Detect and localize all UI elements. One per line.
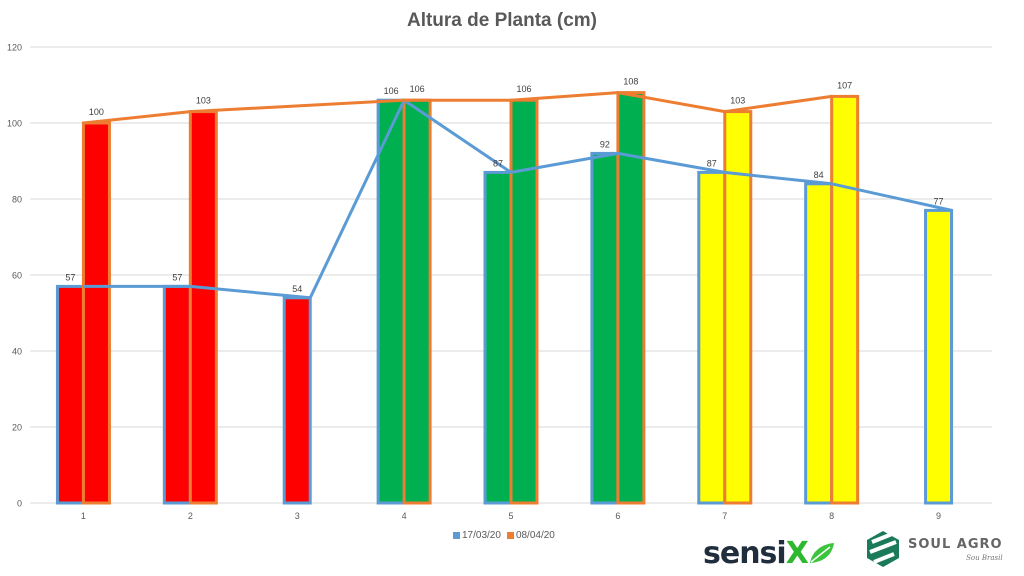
y-tick-label: 0 [17, 499, 22, 509]
bar-series-1 [590, 151, 620, 505]
bar-series-1 [162, 284, 192, 505]
soul-agro-emblem-icon [867, 531, 899, 567]
data-label-series-1: 57 [65, 272, 75, 282]
x-tick-label: 9 [936, 511, 941, 521]
bar-series-2 [81, 121, 111, 505]
line-08/04/20 [83, 91, 832, 125]
data-label-series-1: 54 [292, 284, 302, 294]
legend-item-series-2: 08/04/20 [506, 530, 555, 541]
bar-series-1 [483, 170, 513, 505]
y-tick-label: 100 [7, 119, 22, 129]
bar-series-2 [509, 98, 539, 505]
bar-series-2 [402, 98, 432, 505]
x-tick-label: 2 [188, 511, 193, 521]
legend-label: 08/04/20 [515, 530, 555, 541]
data-label-series-2: 107 [837, 80, 852, 90]
legend-label: 17/03/20 [462, 530, 501, 541]
bar-series-1 [55, 284, 85, 505]
data-label-series-1: 77 [934, 196, 944, 206]
y-tick-label: 60 [12, 271, 22, 281]
line-17/03/20 [83, 98, 952, 300]
legend-swatch-blue [453, 532, 460, 539]
legend-swatch-orange [506, 532, 514, 539]
x-tick-label: 1 [81, 511, 86, 521]
data-label-series-2: 103 [196, 96, 211, 106]
x-tick-label: 4 [402, 511, 407, 521]
sensix-wordmark: sensiX [703, 535, 809, 571]
bar-series-1 [924, 208, 954, 505]
bar-series-1 [282, 296, 312, 505]
sensix-logo: sensiX [703, 535, 836, 571]
data-label-series-2: 106 [410, 84, 425, 94]
data-label-series-2: 106 [516, 84, 531, 94]
bar-series-2 [830, 94, 860, 505]
x-tick-label: 8 [829, 511, 834, 521]
y-tick-label: 40 [12, 347, 22, 357]
x-tick-label: 6 [615, 511, 620, 521]
x-tick-label: 7 [722, 511, 727, 521]
data-label-series-1: 106 [384, 86, 399, 96]
chart-title: Altura de Planta (cm) [406, 10, 598, 31]
data-label-series-1: 87 [493, 158, 503, 168]
data-label-series-1: 57 [172, 272, 182, 282]
soul-agro-wordmark: SOUL AGRO [908, 536, 1003, 552]
data-label-series-2: 103 [730, 96, 745, 106]
legend-item-series-1: 17/03/20 [453, 530, 501, 541]
bar-series-1 [376, 98, 406, 505]
bar-series-1 [697, 170, 727, 505]
x-tick-label: 3 [295, 511, 300, 521]
data-label-series-2: 108 [623, 77, 638, 87]
y-tick-label: 80 [12, 195, 22, 205]
bar-series-1 [804, 182, 834, 505]
data-label-series-1: 87 [707, 158, 717, 168]
bar-series-2 [723, 110, 753, 505]
soul-agro-tagline: Sou Brasil [966, 553, 1003, 562]
bar-series-2 [616, 91, 646, 505]
y-tick-label: 20 [12, 423, 22, 433]
bar-series-2 [188, 110, 218, 505]
data-label-series-1: 92 [600, 139, 610, 149]
legend: 17/03/20 08/04/20 [453, 530, 555, 541]
y-tick-label: 120 [7, 43, 22, 53]
data-label-series-1: 84 [814, 170, 824, 180]
data-label-series-2: 100 [89, 107, 104, 117]
x-tick-label: 5 [508, 511, 513, 521]
leaf-icon [809, 543, 834, 563]
soul-agro-logo: SOUL AGRO Sou Brasil [866, 530, 1003, 568]
